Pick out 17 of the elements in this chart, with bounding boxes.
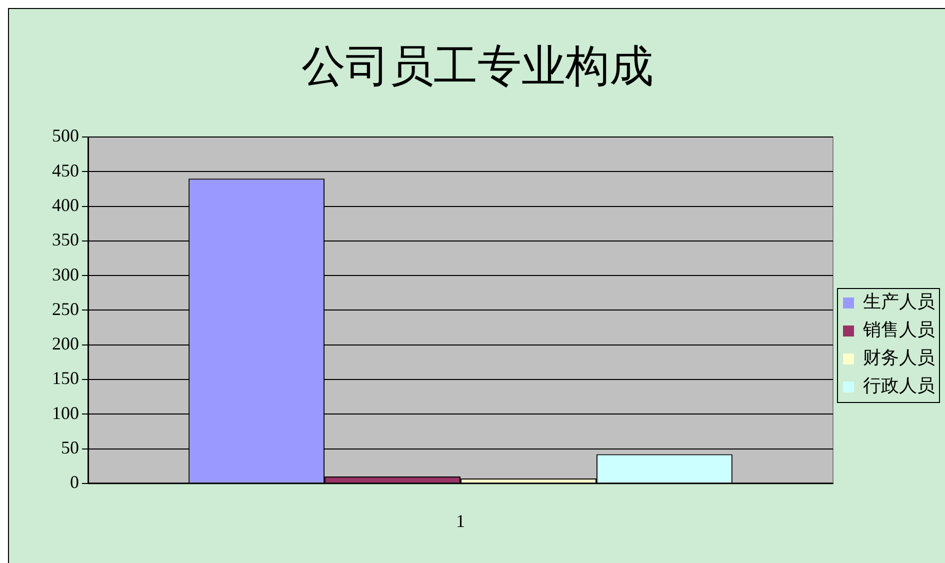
y-tick-label: 500: [52, 126, 79, 146]
legend-label: 财务人员: [863, 348, 935, 368]
chart-title: 公司员工专业构成: [300, 41, 654, 93]
y-tick-label: 150: [52, 368, 79, 388]
y-tick-label: 50: [61, 437, 79, 458]
y-tick-label: 450: [52, 160, 79, 180]
y-tick-label: 300: [52, 264, 79, 284]
legend-label: 销售人员: [862, 320, 935, 340]
y-tick-label: 400: [52, 195, 79, 216]
y-tick-label: 350: [52, 230, 79, 250]
y-tick-label: 200: [52, 334, 79, 354]
legend-label: 生产人员: [863, 292, 935, 312]
legend-label: 行政人员: [863, 376, 935, 396]
y-tick-label: 0: [70, 472, 79, 492]
y-tick-label: 250: [52, 298, 79, 319]
y-tick-label: 100: [52, 402, 79, 423]
x-tick-label: 1: [456, 510, 465, 531]
